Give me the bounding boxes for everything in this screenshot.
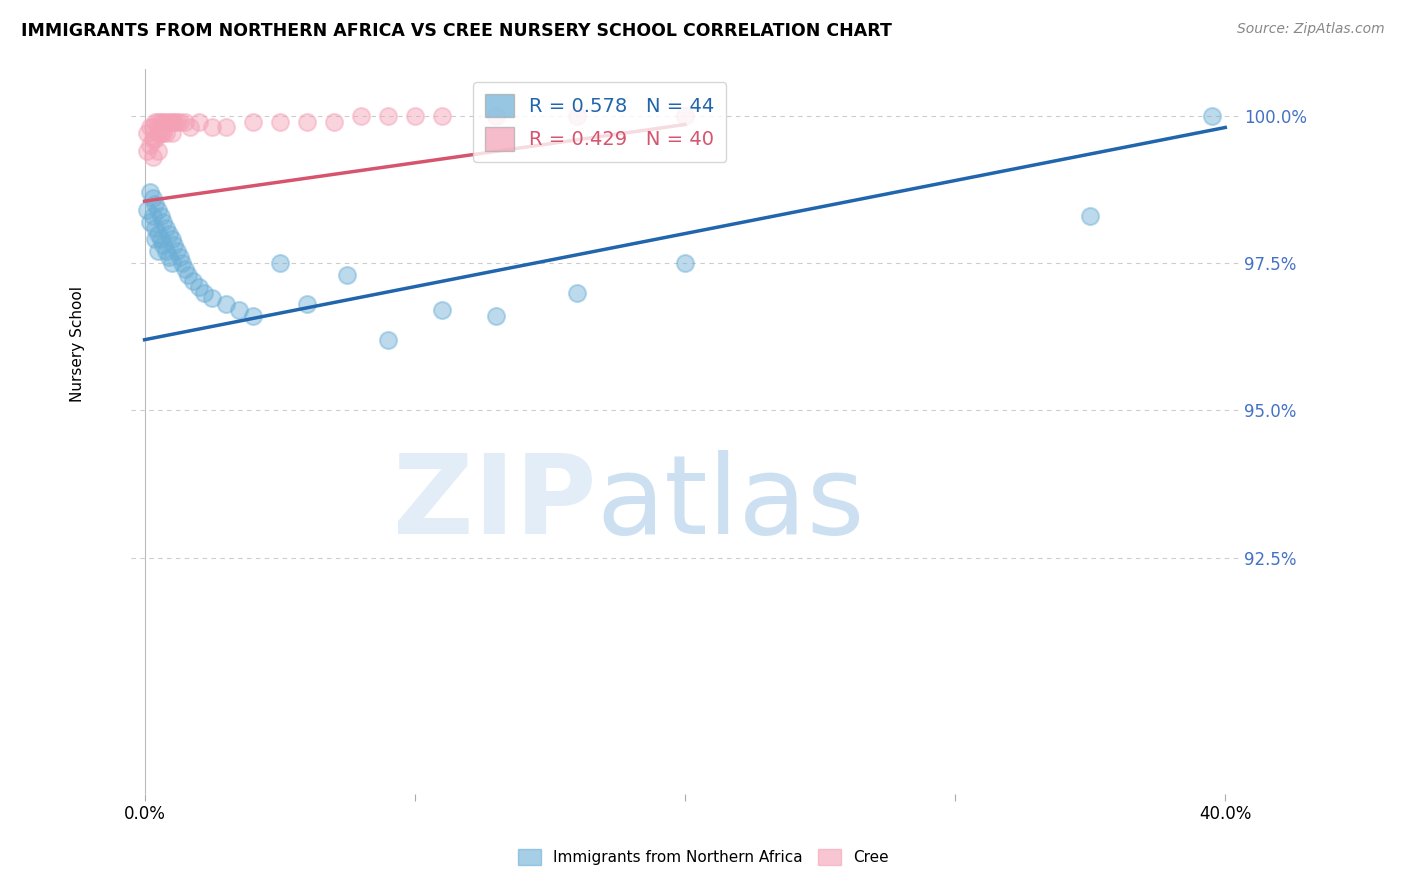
Point (242, 114, 264, 128)
Point (152, 127, 174, 141)
Point (166, 114, 188, 128)
Point (174, 262, 197, 277)
Point (295, 297, 318, 311)
Legend: Immigrants from Northern Africa, Cree: Immigrants from Northern Africa, Cree (512, 843, 894, 871)
Point (172, 256, 194, 270)
Point (146, 144, 169, 158)
Point (269, 256, 291, 270)
Point (157, 114, 180, 128)
Point (146, 202, 169, 217)
Point (142, 120, 165, 135)
Point (242, 309, 264, 323)
Point (174, 114, 197, 128)
Point (163, 114, 186, 128)
Point (152, 238, 174, 252)
Point (143, 220, 166, 235)
Point (336, 268, 359, 282)
Point (295, 114, 318, 128)
Point (350, 109, 373, 123)
Text: Nursery School: Nursery School (70, 286, 86, 402)
Point (152, 215, 174, 229)
Point (136, 144, 159, 158)
Point (160, 114, 183, 128)
Point (143, 114, 166, 128)
Point (404, 109, 426, 123)
Point (149, 232, 172, 246)
Point (146, 227, 169, 241)
Legend: R = 0.578   N = 44, R = 0.429   N = 40: R = 0.578 N = 44, R = 0.429 N = 40 (472, 82, 727, 162)
Point (1201, 109, 1223, 123)
Point (160, 232, 183, 246)
Text: IMMIGRANTS FROM NORTHERN AFRICA VS CREE NURSERY SCHOOL CORRELATION CHART: IMMIGRANTS FROM NORTHERN AFRICA VS CREE … (21, 22, 891, 40)
Point (181, 274, 204, 288)
Point (155, 244, 177, 259)
Point (146, 114, 169, 128)
Point (149, 114, 172, 128)
Point (485, 309, 508, 323)
Point (143, 197, 166, 211)
Point (673, 256, 696, 270)
Point (139, 186, 162, 200)
Point (430, 109, 453, 123)
Point (143, 132, 166, 146)
Point (142, 191, 165, 205)
Point (187, 279, 209, 293)
Point (136, 202, 159, 217)
Point (146, 127, 169, 141)
Point (149, 127, 172, 141)
Point (187, 114, 209, 128)
Point (143, 232, 166, 246)
Point (142, 132, 165, 146)
Point (146, 244, 169, 259)
Point (169, 114, 191, 128)
Point (157, 227, 180, 241)
Point (155, 127, 177, 141)
Point (155, 220, 177, 235)
Point (377, 109, 399, 123)
Text: atlas: atlas (596, 450, 865, 558)
Point (160, 127, 183, 141)
Point (179, 120, 201, 135)
Point (322, 114, 344, 128)
Point (430, 303, 453, 318)
Point (377, 333, 399, 347)
Point (565, 109, 588, 123)
Point (214, 297, 236, 311)
Point (155, 114, 177, 128)
Point (485, 109, 508, 123)
Text: ZIP: ZIP (392, 450, 596, 558)
Point (163, 238, 186, 252)
Point (160, 256, 183, 270)
Point (1078, 209, 1101, 223)
Point (565, 285, 588, 300)
Point (193, 285, 215, 300)
Point (139, 138, 162, 153)
Point (201, 292, 224, 306)
Point (142, 209, 165, 223)
Point (157, 250, 180, 264)
Point (269, 114, 291, 128)
Point (142, 150, 165, 164)
Text: Source: ZipAtlas.com: Source: ZipAtlas.com (1237, 22, 1385, 37)
Point (214, 120, 236, 135)
Point (201, 120, 224, 135)
Point (139, 120, 162, 135)
Point (169, 250, 191, 264)
Point (228, 303, 250, 318)
Point (136, 127, 159, 141)
Point (673, 109, 696, 123)
Point (139, 215, 162, 229)
Point (152, 114, 174, 128)
Point (149, 209, 172, 223)
Point (177, 268, 200, 282)
Point (166, 244, 188, 259)
